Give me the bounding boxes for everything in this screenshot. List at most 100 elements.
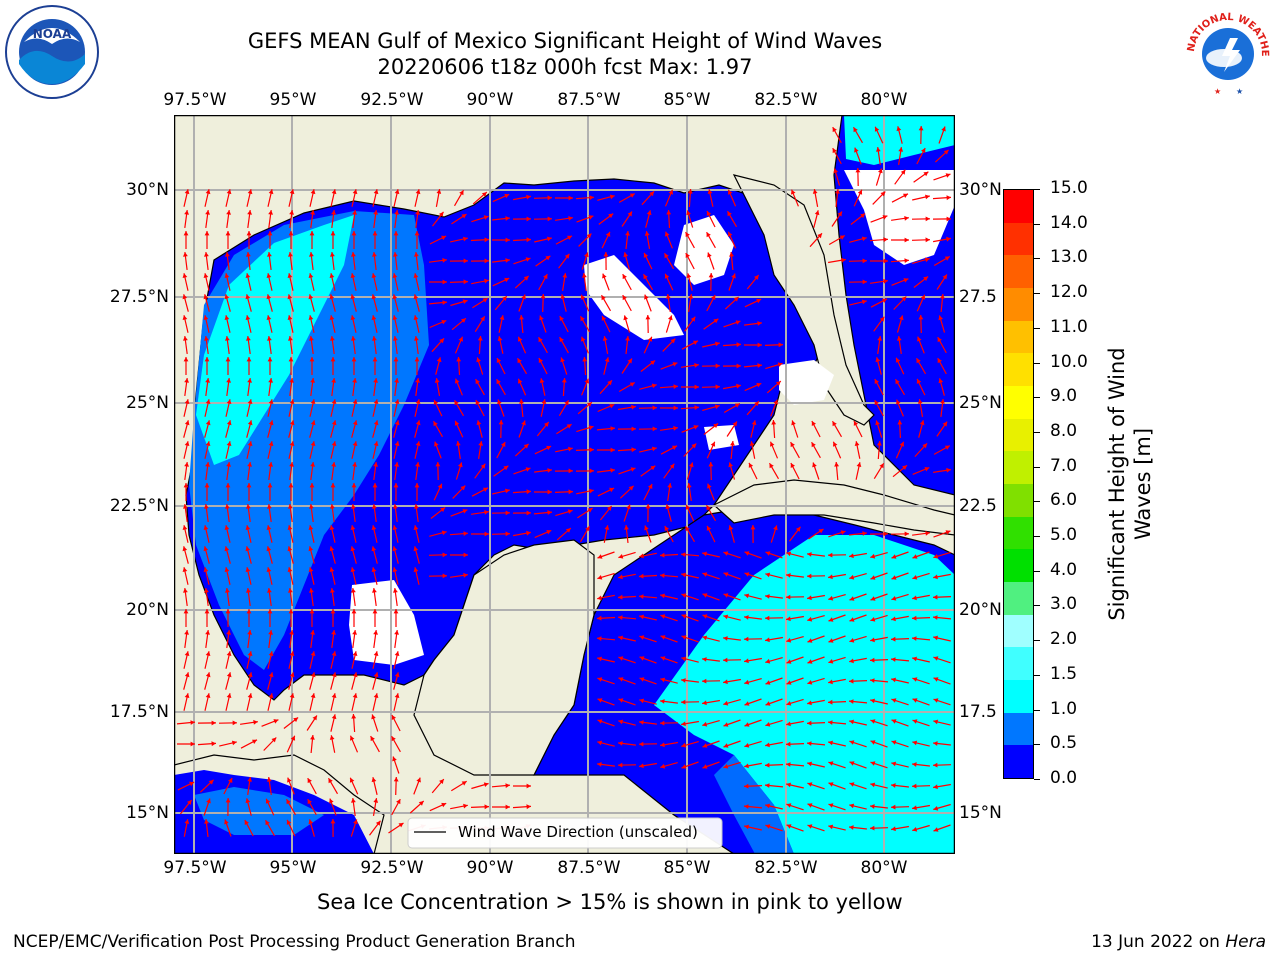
wave-arrow-head <box>245 567 251 572</box>
wave-arrow-head <box>912 575 918 580</box>
wave-arrow-head <box>681 593 687 598</box>
wave-arrow-head <box>609 404 615 409</box>
wave-arrow-head <box>231 740 237 746</box>
footer-credit: NCEP/EMC/Verification Post Processing Pr… <box>13 932 576 952</box>
wave-arrow-head <box>462 509 468 514</box>
wave-arrow-head <box>434 441 439 447</box>
wave-arrow-head <box>624 525 629 530</box>
wave-arrow-head <box>183 609 189 614</box>
wave-arrow-head <box>756 298 762 304</box>
wave-arrow-head <box>589 195 594 200</box>
wave-arrow-head <box>268 210 273 215</box>
wave-arrow-head <box>226 399 232 404</box>
wave-arrow-head <box>849 638 855 643</box>
wave-arrow-head <box>415 189 421 195</box>
wave-arrow-head <box>681 699 686 705</box>
wave-arrow-head <box>394 420 400 426</box>
wave-arrow-head <box>891 826 896 832</box>
wave-arrow-head <box>602 273 607 279</box>
colorbar-segment <box>1004 745 1033 778</box>
wave-arrow-head <box>849 825 854 830</box>
wave-arrow-head <box>744 636 749 642</box>
wave-arrow-head <box>463 552 468 558</box>
wave-arrow-head <box>184 819 190 824</box>
wave-arrow-head <box>329 798 334 804</box>
wave-arrow-head <box>393 609 399 614</box>
wave-arrow-head <box>786 551 792 557</box>
wave-arrow-head <box>505 488 510 494</box>
wave-arrow-head <box>933 806 939 811</box>
wave-arrow-head <box>505 804 510 810</box>
wave-arrow-head <box>373 630 378 635</box>
wave-arrow-head <box>308 567 314 572</box>
wave-arrow-head <box>660 593 665 599</box>
colorbar-tick-label: 15.0 <box>1050 178 1088 198</box>
wave-arrow-head <box>523 443 529 449</box>
lon-tick-bottom: 95°W <box>269 858 317 878</box>
wave-arrow-head <box>904 531 909 537</box>
wave-arrow-head <box>184 630 189 635</box>
wave-arrow-head <box>672 445 677 450</box>
wave-arrow-head <box>933 554 939 559</box>
wave-arrow-head <box>187 800 192 805</box>
wave-arrow-head <box>289 441 295 446</box>
wave-arrow-head <box>526 237 531 243</box>
wave-arrow-head <box>919 420 925 426</box>
wave-arrow-head <box>639 594 644 599</box>
wave-arrow-head <box>568 195 573 201</box>
wave-arrow-head <box>849 761 855 766</box>
wave-arrow-head <box>184 189 190 195</box>
colorbar-segment <box>1004 418 1033 452</box>
lon-tick-top: 97.5°W <box>163 90 227 110</box>
wave-arrow-head <box>713 318 719 324</box>
wave-arrow-head <box>568 446 573 452</box>
colorbar-tick-mark <box>1034 293 1040 295</box>
wave-arrow-head <box>501 442 506 447</box>
lon-tick-top: 90°W <box>466 90 514 110</box>
wave-arrow-head <box>439 779 444 784</box>
wave-arrow-head <box>604 357 610 363</box>
wave-arrow-head <box>308 315 314 320</box>
wave-arrow-head <box>723 593 729 598</box>
wave-arrow-head <box>497 399 502 405</box>
wave-arrow-head <box>870 761 876 766</box>
wave-arrow-head <box>849 740 855 745</box>
wave-arrow-head <box>618 719 624 725</box>
wave-arrow-head <box>205 630 210 635</box>
wave-arrow-head <box>483 215 489 220</box>
wave-arrow-head <box>330 588 335 593</box>
wave-arrow-head <box>287 273 293 278</box>
wave-arrow-head <box>786 680 792 685</box>
wave-arrow-head <box>588 425 594 430</box>
wave-arrow-head <box>891 761 897 767</box>
wave-arrow-head <box>814 210 820 216</box>
wave-arrow-head <box>182 273 188 278</box>
wave-arrow-head <box>728 189 733 195</box>
wave-arrow-head <box>618 635 623 641</box>
wave-arrow-head <box>225 798 231 803</box>
wave-arrow-head <box>289 651 295 656</box>
wave-arrow-head <box>246 483 252 488</box>
wave-arrow-head <box>626 504 631 510</box>
wave-arrow-head <box>870 575 876 580</box>
wave-arrow-head <box>736 342 741 348</box>
wave-arrow-head <box>183 483 189 488</box>
wave-arrow-head <box>287 294 293 300</box>
wave-arrow-head <box>790 463 795 468</box>
wave-arrow-head <box>828 659 834 664</box>
wave-arrow-head <box>547 216 552 222</box>
wave-arrow-head <box>372 252 377 257</box>
wave-arrow-head <box>310 630 315 635</box>
wave-arrow-head <box>646 210 652 216</box>
wave-arrow-head <box>308 273 314 278</box>
colorbar-segment <box>1004 483 1033 517</box>
lon-tick-top: 85°W <box>663 90 711 110</box>
wave-arrow-head <box>618 574 623 580</box>
wave-arrow-head <box>331 462 336 467</box>
wave-arrow-head <box>660 656 666 661</box>
wave-arrow-head <box>246 336 251 341</box>
wave-arrow-head <box>413 567 419 572</box>
wave-arrow-head <box>394 189 400 195</box>
wave-arrow-head <box>373 672 379 678</box>
wave-arrow-head <box>627 358 632 364</box>
